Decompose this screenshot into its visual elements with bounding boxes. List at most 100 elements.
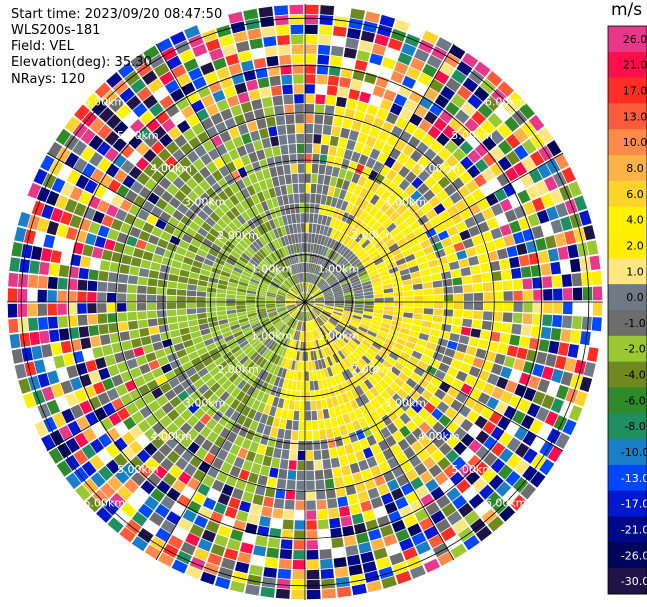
range-gate [511,178,525,193]
range-gate [260,200,269,212]
range-gate [411,177,424,189]
range-gate [537,378,550,393]
range-gate [242,176,252,187]
range-gate [135,157,150,171]
range-gate [334,300,344,302]
range-gate [311,320,316,330]
range-gate [73,449,88,466]
range-gate [88,269,99,281]
range-gate [69,214,82,229]
range-gate [219,202,230,214]
range-gate [343,308,354,312]
range-gate [194,362,205,372]
range-gate [311,410,318,421]
range-gate [141,70,158,85]
range-gate [248,315,258,321]
range-gate [137,209,150,221]
range-gate [245,332,255,340]
range-gate [345,368,354,379]
range-gate [503,405,517,420]
range-gate [445,155,459,169]
range-gate [171,111,185,126]
ray [14,226,305,302]
range-gate [117,303,127,312]
range-gate [273,447,282,459]
range-gate [341,381,350,392]
range-gate [153,86,169,102]
range-gate [197,85,211,99]
range-gate [251,554,265,567]
range-gate [349,193,359,205]
range-gate [290,14,304,25]
range-gate [314,390,321,400]
range-gate [339,233,348,244]
range-gate [423,189,435,202]
range-gate [353,219,363,230]
range-gate [364,305,374,309]
range-gate [324,300,335,302]
range-gate [519,336,530,348]
range-gate [392,174,404,186]
range-gate [450,359,462,370]
range-gate [309,310,314,320]
range-gate [319,225,325,235]
range-gate [305,381,310,391]
range-gate [57,303,67,315]
range-gate [508,91,525,108]
range-gate [411,243,422,253]
range-gate [431,408,444,421]
range-gate [371,358,382,368]
range-gate [374,305,384,310]
range-gate [313,275,318,285]
range-gate [351,280,361,287]
range-gate [496,123,512,139]
range-gate [336,415,345,426]
range-gate [287,266,293,276]
range-gate [303,282,305,293]
range-gate [243,8,259,21]
range-gate [365,135,377,148]
range-gate [554,355,567,370]
range-gate [306,569,320,580]
range-gate [173,342,185,352]
range-gate [19,332,31,347]
range-gate [322,459,332,470]
range-gate [117,312,128,322]
range-gate [212,423,224,435]
range-gate [298,440,305,451]
range-gate [446,434,460,449]
range-gate [323,357,330,368]
range-gate [201,372,213,383]
range-gate [228,342,239,351]
range-gate [434,471,449,486]
range-gate [212,457,224,470]
range-gate [239,320,250,327]
range-gate [469,518,486,534]
range-gate [291,380,297,391]
range-gate [318,280,326,288]
colorbar-bin [608,180,647,208]
range-gate [273,228,280,239]
range-gate [201,439,213,452]
range-gate [392,393,403,405]
range-gate [47,303,57,316]
range-gate [289,307,297,314]
range-gate [359,342,369,352]
range-gate [136,294,147,302]
range-gate [296,381,301,391]
range-gate [270,518,283,529]
range-gate [146,302,157,311]
range-gate [402,75,416,89]
range-gate [381,492,394,505]
range-gate [115,383,128,397]
range-gate [364,298,374,302]
ray [130,53,305,302]
range-gate [275,249,283,259]
range-gate [319,315,327,323]
range-gate [450,325,462,334]
range-gate [224,174,235,186]
range-gate [338,337,347,346]
range-gate [324,294,334,298]
range-gate [489,260,501,272]
range-gate [380,248,391,257]
